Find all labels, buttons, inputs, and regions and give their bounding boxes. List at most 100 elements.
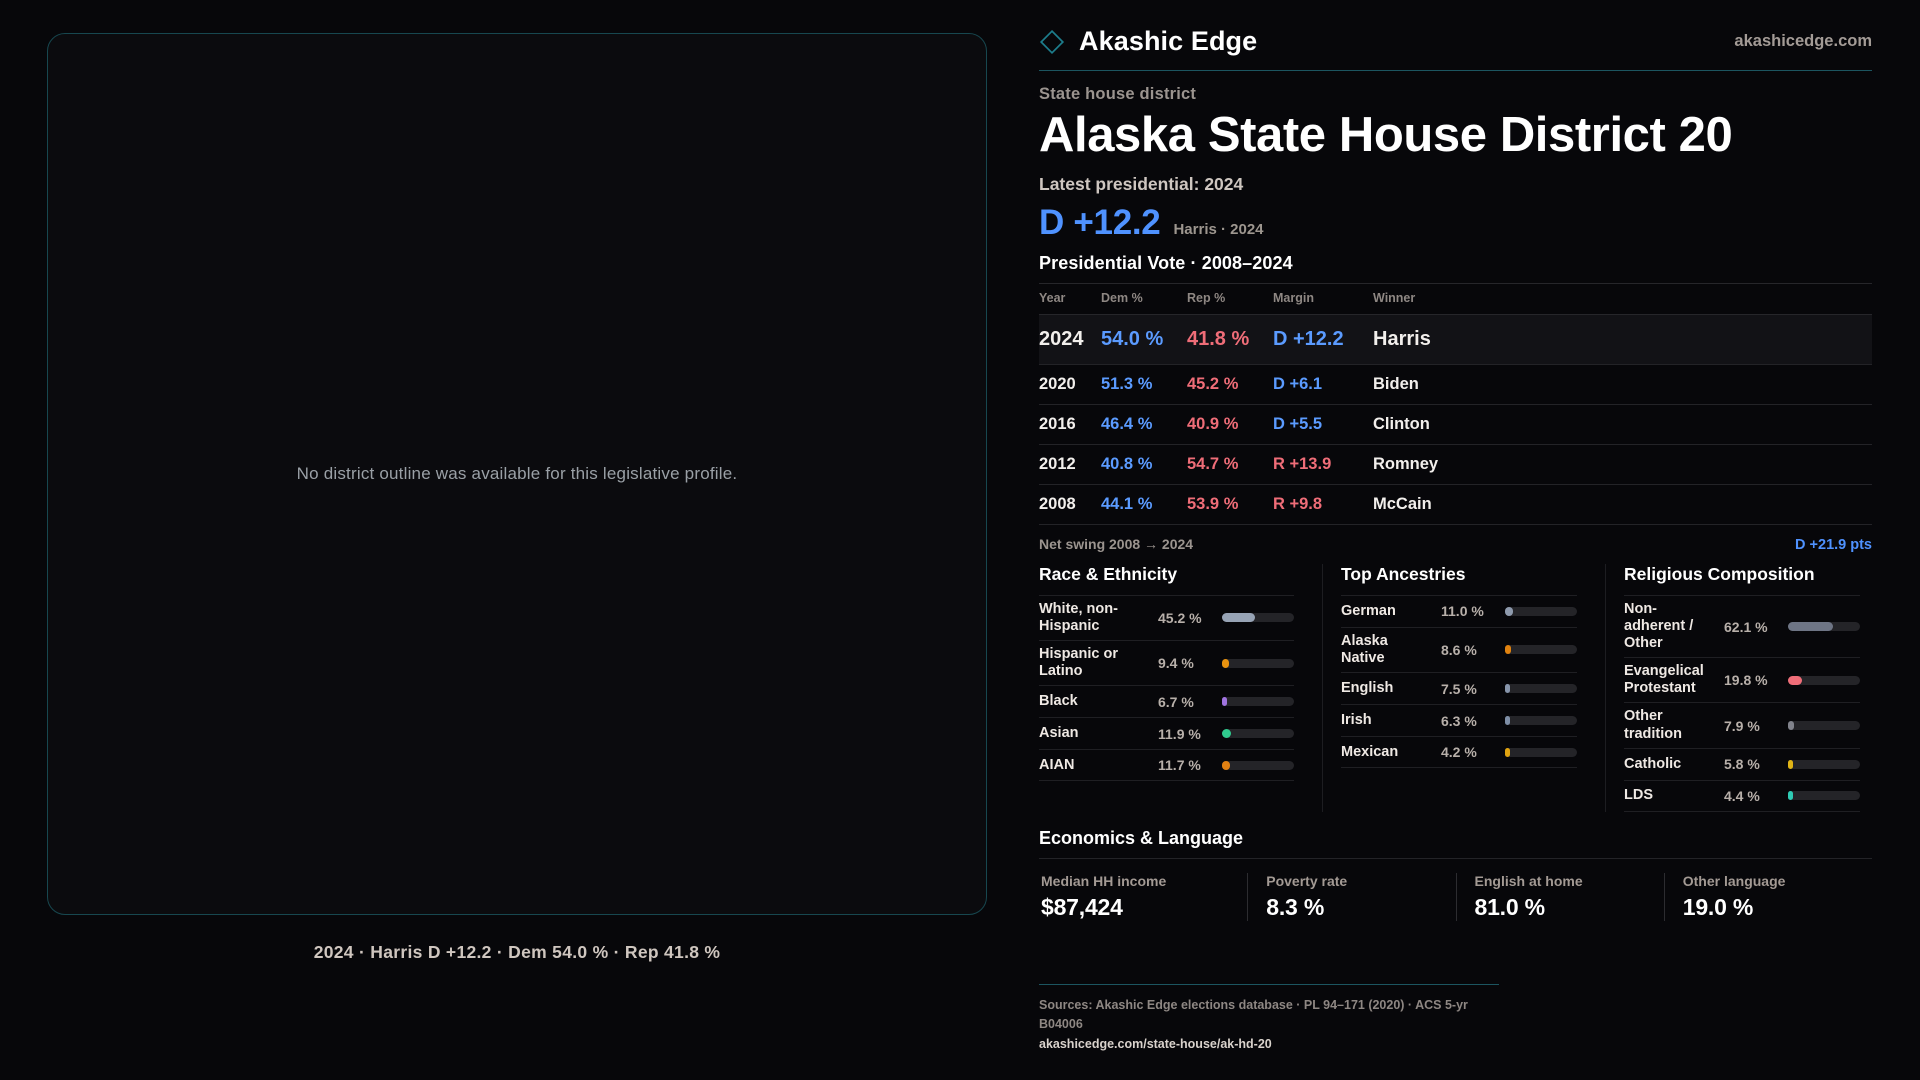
net-swing-row: Net swing 2008 → 2024 D +21.9 pts [1039,536,1872,553]
demo-row: Black 6.7 % [1039,685,1294,717]
table-row[interactable]: 2008 44.1 % 53.9 % R +9.8 McCain [1039,484,1872,525]
cell-year: 2024 [1039,314,1101,365]
demo-row-label: Catholic [1624,755,1682,772]
table-row[interactable]: 2012 40.8 % 54.7 % R +13.9 Romney [1039,444,1872,485]
demo-bar-track [1505,645,1577,655]
cell-rep-pct: 41.8 % [1187,314,1273,365]
demo-bar-fill [1222,760,1231,770]
cell-year: 2016 [1039,404,1101,445]
econ-cell: Other language 19.0 % [1663,872,1872,921]
cell-rep-pct: 40.9 % [1187,404,1273,445]
demo-column-title: Top Ancestries [1341,563,1466,584]
table-row[interactable]: 2024 54.0 % 41.8 % D +12.2 Harris [1039,314,1872,365]
econ-cell-value: $87,424 [1041,893,1123,920]
demo-row: White, non-Hispanic 45.2 % [1039,594,1294,640]
econ-cell-value: 81.0 % [1474,893,1546,920]
demo-row-value: 62.1 % [1724,618,1768,635]
demo-bar-fill [1788,791,1794,801]
demo-row-value: 45.2 % [1158,609,1202,626]
cell-rep-pct: 53.9 % [1187,484,1273,525]
cell-year: 2020 [1039,364,1101,405]
cell-margin: R +9.8 [1273,484,1373,525]
demo-bar-track [1222,658,1294,668]
cell-dem-pct: 54.0 % [1101,314,1187,365]
demo-row: Asian 11.9 % [1039,717,1294,749]
demo-row-label: Black [1039,693,1078,710]
cell-margin: R +13.9 [1273,444,1373,485]
cell-year: 2008 [1039,484,1101,525]
table-row[interactable]: 2020 51.3 % 45.2 % D +6.1 Biden [1039,364,1872,405]
demo-bar-track [1222,613,1294,623]
economics-section-title: Economics & Language [1039,827,1244,848]
cell-year: 2012 [1039,444,1101,485]
demo-row-value: 7.9 % [1724,717,1760,734]
latest-presidential-line: Latest presidential: 2024 [1039,173,1244,194]
cell-dem-pct: 40.8 % [1101,444,1187,485]
demo-bar-fill [1505,606,1513,616]
demo-column-title: Race & Ethnicity [1039,563,1178,584]
demo-row-label: Asian [1039,725,1079,742]
cell-margin: D +5.5 [1273,404,1373,445]
demo-bar-fill [1505,747,1511,757]
cell-rep-pct: 54.7 % [1187,444,1273,485]
presidential-section-title: Presidential Vote · 2008–2024 [1039,252,1293,273]
demo-row-value: 4.2 % [1441,744,1477,761]
cell-dem-pct: 46.4 % [1101,404,1187,445]
cell-dem-pct: 51.3 % [1101,364,1187,405]
demo-bar-fill [1505,645,1512,655]
cell-margin: D +12.2 [1273,314,1373,365]
demo-row-label: Mexican [1341,743,1399,760]
map-pane: No district outline was available for th… [47,33,987,962]
demo-row-label: Non-adherent / Other [1624,600,1694,652]
demo-bar-fill [1788,759,1794,769]
sources-block: Sources: Akashic Edge elections database… [1039,983,1499,1054]
demo-row-value: 19.8 % [1724,672,1768,689]
demo-bar-track [1505,606,1577,616]
page-kicker: State house district [1039,85,1197,103]
demo-row: Mexican 4.2 % [1341,736,1577,769]
demo-bar-fill [1222,613,1255,623]
demo-bar-track [1505,716,1577,726]
demo-row: Evangelical Protestant 19.8 % [1624,657,1860,702]
sources-text: Sources: Akashic Edge elections database… [1039,997,1468,1032]
district-map-frame[interactable]: No district outline was available for th… [47,33,987,915]
cell-winner: Clinton [1373,404,1872,445]
brand-url: akashicedge.com [1734,32,1872,50]
economics-grid: Median HH income $87,424 Poverty rate 8.3 %… [1039,857,1872,921]
demo-row-value: 4.4 % [1724,787,1760,804]
column-header-margin: Margin [1273,282,1373,315]
econ-cell-value: 19.0 % [1682,893,1754,920]
demo-row: Irish 6.3 % [1341,704,1577,736]
column-header-rep: Rep % [1187,282,1273,315]
demo-row-value: 5.8 % [1724,756,1760,773]
table-row[interactable]: 2016 46.4 % 40.9 % D +5.5 Clinton [1039,404,1872,445]
headline-margin-sub: Harris · 2024 [1173,220,1264,238]
demo-row-label: Hispanic or Latino [1039,646,1118,680]
demo-row: AIAN 11.7 % [1039,749,1294,782]
headline-margin: D +12.2 Harris · 2024 [1039,203,1872,243]
demo-column-race-ethnicity: Race & Ethnicity White, non-Hispanic 45.2 … [1039,564,1306,812]
demo-row-label: English [1341,680,1394,697]
presidential-vote-table: Year Dem % Rep % Margin Winner 2024 54.0 % 41.… [1039,282,1872,525]
demo-bar-track [1505,684,1577,694]
econ-cell: Median HH income $87,424 [1039,873,1247,921]
demo-row-value: 11.0 % [1441,603,1484,620]
page-title: Alaska State House District 20 [1039,108,1733,162]
demo-row: Non-adherent / Other 62.1 % [1624,594,1860,657]
demo-column-top-ancestries: Top Ancestries German 11.0 % Alaska Native 8… [1322,563,1589,812]
demo-bar-fill [1788,721,1794,731]
map-empty-message: No district outline was available for th… [296,464,738,483]
demo-row-value: 7.5 % [1441,680,1477,697]
cell-winner: Romney [1373,444,1872,485]
demo-bar-track [1505,747,1577,757]
demo-row-value: 11.9 % [1158,725,1201,742]
demo-bar-track [1222,760,1294,770]
econ-cell: Poverty rate 8.3 % [1247,872,1455,921]
demo-row-label: Other tradition [1624,708,1682,742]
demo-row: Other tradition 7.9 % [1624,702,1860,747]
brand-name: Akashic Edge [1079,26,1258,56]
demo-bar-fill [1505,716,1511,726]
sources-url[interactable]: akashicedge.com/state-house/ak-hd-20 [1039,1036,1272,1051]
column-header-year: Year [1039,282,1101,315]
